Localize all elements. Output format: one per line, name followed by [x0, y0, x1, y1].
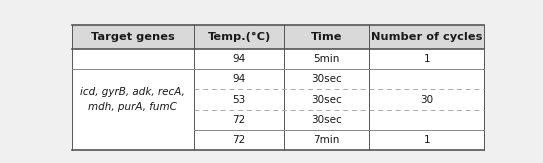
Text: icd, gyrB, adk, recA,
mdh, purA, fumC: icd, gyrB, adk, recA, mdh, purA, fumC [80, 87, 185, 112]
Bar [72, 49, 484, 150]
Text: 7min: 7min [313, 135, 340, 145]
Text: 30: 30 [420, 95, 433, 105]
Text: 94: 94 [232, 54, 246, 64]
Text: 94: 94 [232, 74, 246, 84]
Text: Number of cycles: Number of cycles [371, 32, 482, 42]
Text: 1: 1 [424, 54, 430, 64]
Text: 30sec: 30sec [311, 115, 342, 125]
Text: Temp.(°C): Temp.(°C) [207, 32, 271, 42]
Text: 30sec: 30sec [311, 74, 342, 84]
Text: Time: Time [311, 32, 343, 42]
Text: 72: 72 [232, 135, 246, 145]
Text: 30sec: 30sec [311, 95, 342, 105]
Text: Target genes: Target genes [91, 32, 175, 42]
Text: 5min: 5min [313, 54, 340, 64]
Text: 53: 53 [232, 95, 246, 105]
Text: 72: 72 [232, 115, 246, 125]
Bar [72, 25, 484, 49]
Text: 1: 1 [424, 135, 430, 145]
